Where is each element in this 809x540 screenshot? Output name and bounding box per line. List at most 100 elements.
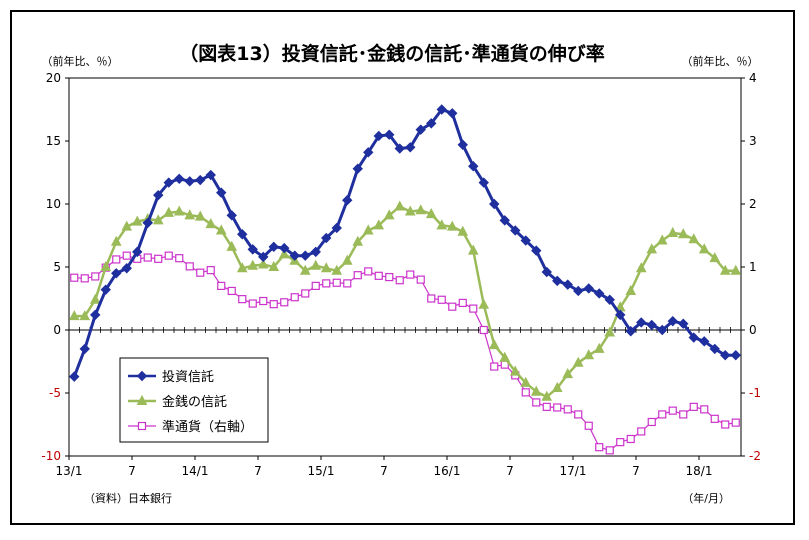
data-point [688,233,700,244]
data-point [406,270,415,279]
data-point [184,176,195,187]
data-point [616,438,625,447]
data-point [394,143,405,154]
data-point [362,224,374,235]
x-tick-label: 15/1 [308,464,335,478]
left-axis-unit: （前年比、％） [42,54,119,68]
data-point [163,177,174,188]
data-point [658,410,667,419]
data-point [635,262,647,273]
series-line [74,255,736,451]
data-point [562,279,573,290]
right-axis-ticks: 4 3 2 1 0 -1 -2 [741,71,761,463]
data-point [604,326,616,337]
data-point [352,163,363,174]
data-point [583,283,594,294]
x-tick-label: 7 [506,464,514,478]
data-point [615,309,626,321]
data-point [173,205,185,216]
data-point [668,406,677,415]
legend-label: 投資信託 [162,369,214,385]
data-point [164,251,173,260]
x-tick-label: 7 [632,464,640,478]
data-point [574,410,583,419]
data-point [184,209,196,220]
data-point [562,368,574,379]
data-point [467,244,479,255]
x-tick-label: 14/1 [182,464,209,478]
x-tick-label: 7 [254,464,262,478]
data-point [152,214,164,225]
y-right-tick-label: 3 [749,134,757,148]
data-point [227,286,236,296]
series-money-trust [68,200,742,401]
series-layer [68,104,742,455]
data-point [269,300,278,309]
data-point [667,315,678,327]
data-point [721,420,730,429]
data-point [415,204,427,215]
series-line [74,205,736,399]
data-point [289,250,300,261]
data-point [688,332,699,343]
data-point [427,294,436,303]
data-point [280,298,289,307]
data-point [121,220,133,231]
data-point [699,336,710,347]
data-point [247,259,259,270]
data-point [268,241,279,253]
data-point [343,279,352,288]
data-point [352,235,364,246]
x-tick-label: 13/1 [56,464,83,478]
y-right-tick-label: 4 [749,71,757,85]
data-point [311,281,320,290]
data-point [553,403,562,412]
data-point [625,326,636,337]
data-point [257,258,269,269]
data-point [290,293,299,302]
data-point [163,206,175,217]
legend-marker [137,421,147,431]
series-line [72,107,736,378]
data-point [636,317,647,328]
data-point [700,405,709,414]
data-point [143,253,152,262]
data-point [416,275,425,284]
data-point [448,302,457,311]
data-point [175,254,184,263]
data-point [583,349,595,360]
data-point [278,248,290,259]
data-point [436,219,448,230]
source-note: （資料）日本銀行 [84,491,172,505]
data-point [667,226,679,237]
data-point [79,343,90,355]
data-point [299,264,311,275]
series-quasi-money [70,251,740,455]
data-point [322,279,331,288]
data-point [100,260,112,271]
x-tick-label: 16/1 [434,464,461,478]
data-point [646,319,657,331]
data-point [174,173,185,185]
data-point [604,294,615,305]
data-point [490,362,499,371]
data-point [709,343,720,355]
data-point [238,295,247,304]
data-point [478,177,489,188]
data-point [131,215,143,226]
data-point [132,246,143,258]
data-point [70,273,79,282]
data-point [678,318,689,329]
data-point [646,243,658,254]
data-point [217,281,226,290]
data-point [374,271,383,280]
y-left-tick-label: 20 [46,71,61,85]
data-point [89,293,101,304]
data-point [226,240,238,251]
data-point [520,376,532,387]
data-point [457,139,468,150]
data-point [458,298,467,308]
data-point [216,187,227,198]
data-point [341,254,353,265]
data-point [530,385,542,396]
